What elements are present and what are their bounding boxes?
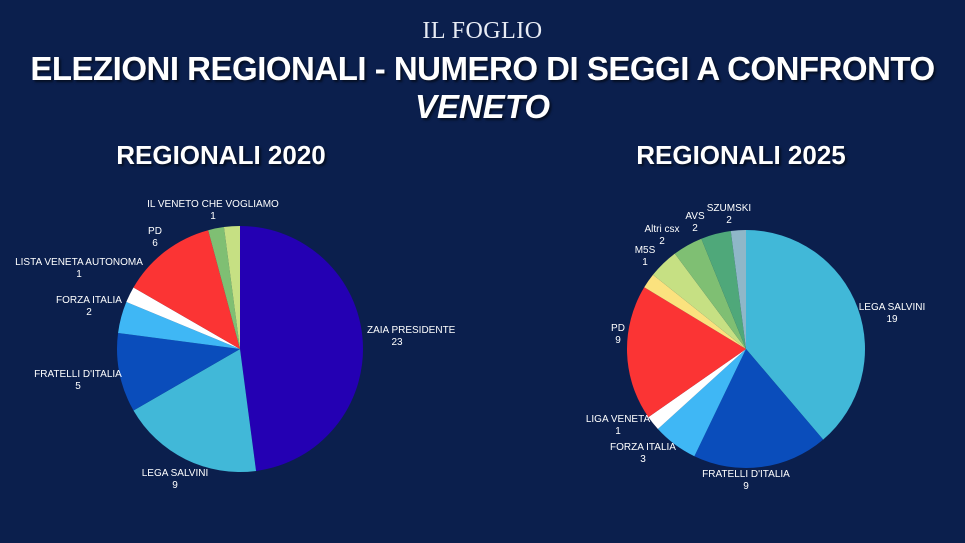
- slice-label: Altri csx: [645, 224, 680, 235]
- pie-slice-1-2: [657, 349, 746, 457]
- chart-title-2025: REGIONALI 2025: [636, 140, 846, 170]
- pie-slice-0-4: [126, 287, 240, 349]
- pie-slice-1-4: [627, 287, 746, 418]
- pie-slice-1-1: [694, 349, 824, 468]
- slice-value: 2: [86, 307, 92, 318]
- slice-value: 2: [659, 236, 665, 247]
- pie-slice-1-9: [730, 230, 746, 349]
- slice-label: FRATELLI D'ITALIA: [702, 469, 790, 480]
- pie-slice-1-7: [674, 238, 746, 349]
- pie-slice-0-5: [133, 230, 240, 349]
- slice-value: 9: [615, 335, 621, 346]
- slice-label: FORZA ITALIA: [56, 295, 122, 306]
- slice-label: AVS: [685, 211, 705, 222]
- slice-label: IL VENETO CHE VOGLIAMO: [147, 199, 279, 210]
- slice-label: ZAIA PRESIDENTE: [367, 325, 456, 336]
- slice-label: SZUMSKI: [707, 203, 751, 214]
- slice-label: FORZA ITALIA: [610, 442, 676, 453]
- chart-title-2020: REGIONALI 2020: [116, 140, 326, 170]
- slice-label: PD: [148, 226, 162, 237]
- slice-label: LISTA VENETA AUTONOMA: [15, 257, 143, 268]
- slice-label: LIGA VENETA: [586, 414, 651, 425]
- slice-label: LEGA SALVINI: [142, 468, 209, 479]
- pie-slice-1-5: [644, 274, 746, 349]
- page-title: ELEZIONI REGIONALI - NUMERO DI SEGGI A C…: [30, 50, 935, 87]
- slice-label: PD: [611, 323, 625, 334]
- slice-value: 1: [76, 269, 82, 280]
- slice-value: 2: [692, 223, 698, 234]
- pie-slice-1-8: [701, 230, 746, 349]
- slice-value: 23: [391, 337, 403, 348]
- slice-label: M5S: [635, 245, 656, 256]
- pie-slice-1-6: [652, 253, 746, 349]
- pie-slice-0-3: [118, 301, 240, 349]
- pie-slice-1-3: [648, 349, 746, 430]
- slice-value: 1: [615, 426, 621, 437]
- slice-label: FRATELLI D'ITALIA: [34, 369, 122, 380]
- brand-logo: IL FOGLIO: [422, 18, 543, 44]
- slice-value: 2: [726, 215, 732, 226]
- page-subtitle: VENETO: [414, 88, 551, 125]
- slice-value: 9: [172, 480, 178, 491]
- pie-slice-0-0: [240, 226, 364, 471]
- slice-value: 5: [75, 381, 81, 392]
- pie-slice-0-7: [223, 226, 240, 349]
- pie-slice-0-1: [133, 349, 257, 472]
- pie-slice-0-6: [208, 227, 240, 349]
- slice-value: 1: [210, 211, 216, 222]
- pie-slice-0-2: [116, 332, 240, 411]
- slice-label: LEGA SALVINI: [859, 302, 926, 313]
- slice-value: 3: [640, 454, 646, 465]
- slice-value: 6: [152, 238, 158, 249]
- pie-slice-1-0: [746, 230, 865, 440]
- slice-value: 1: [642, 257, 648, 268]
- slice-value: 19: [886, 314, 898, 325]
- slice-value: 9: [743, 481, 749, 492]
